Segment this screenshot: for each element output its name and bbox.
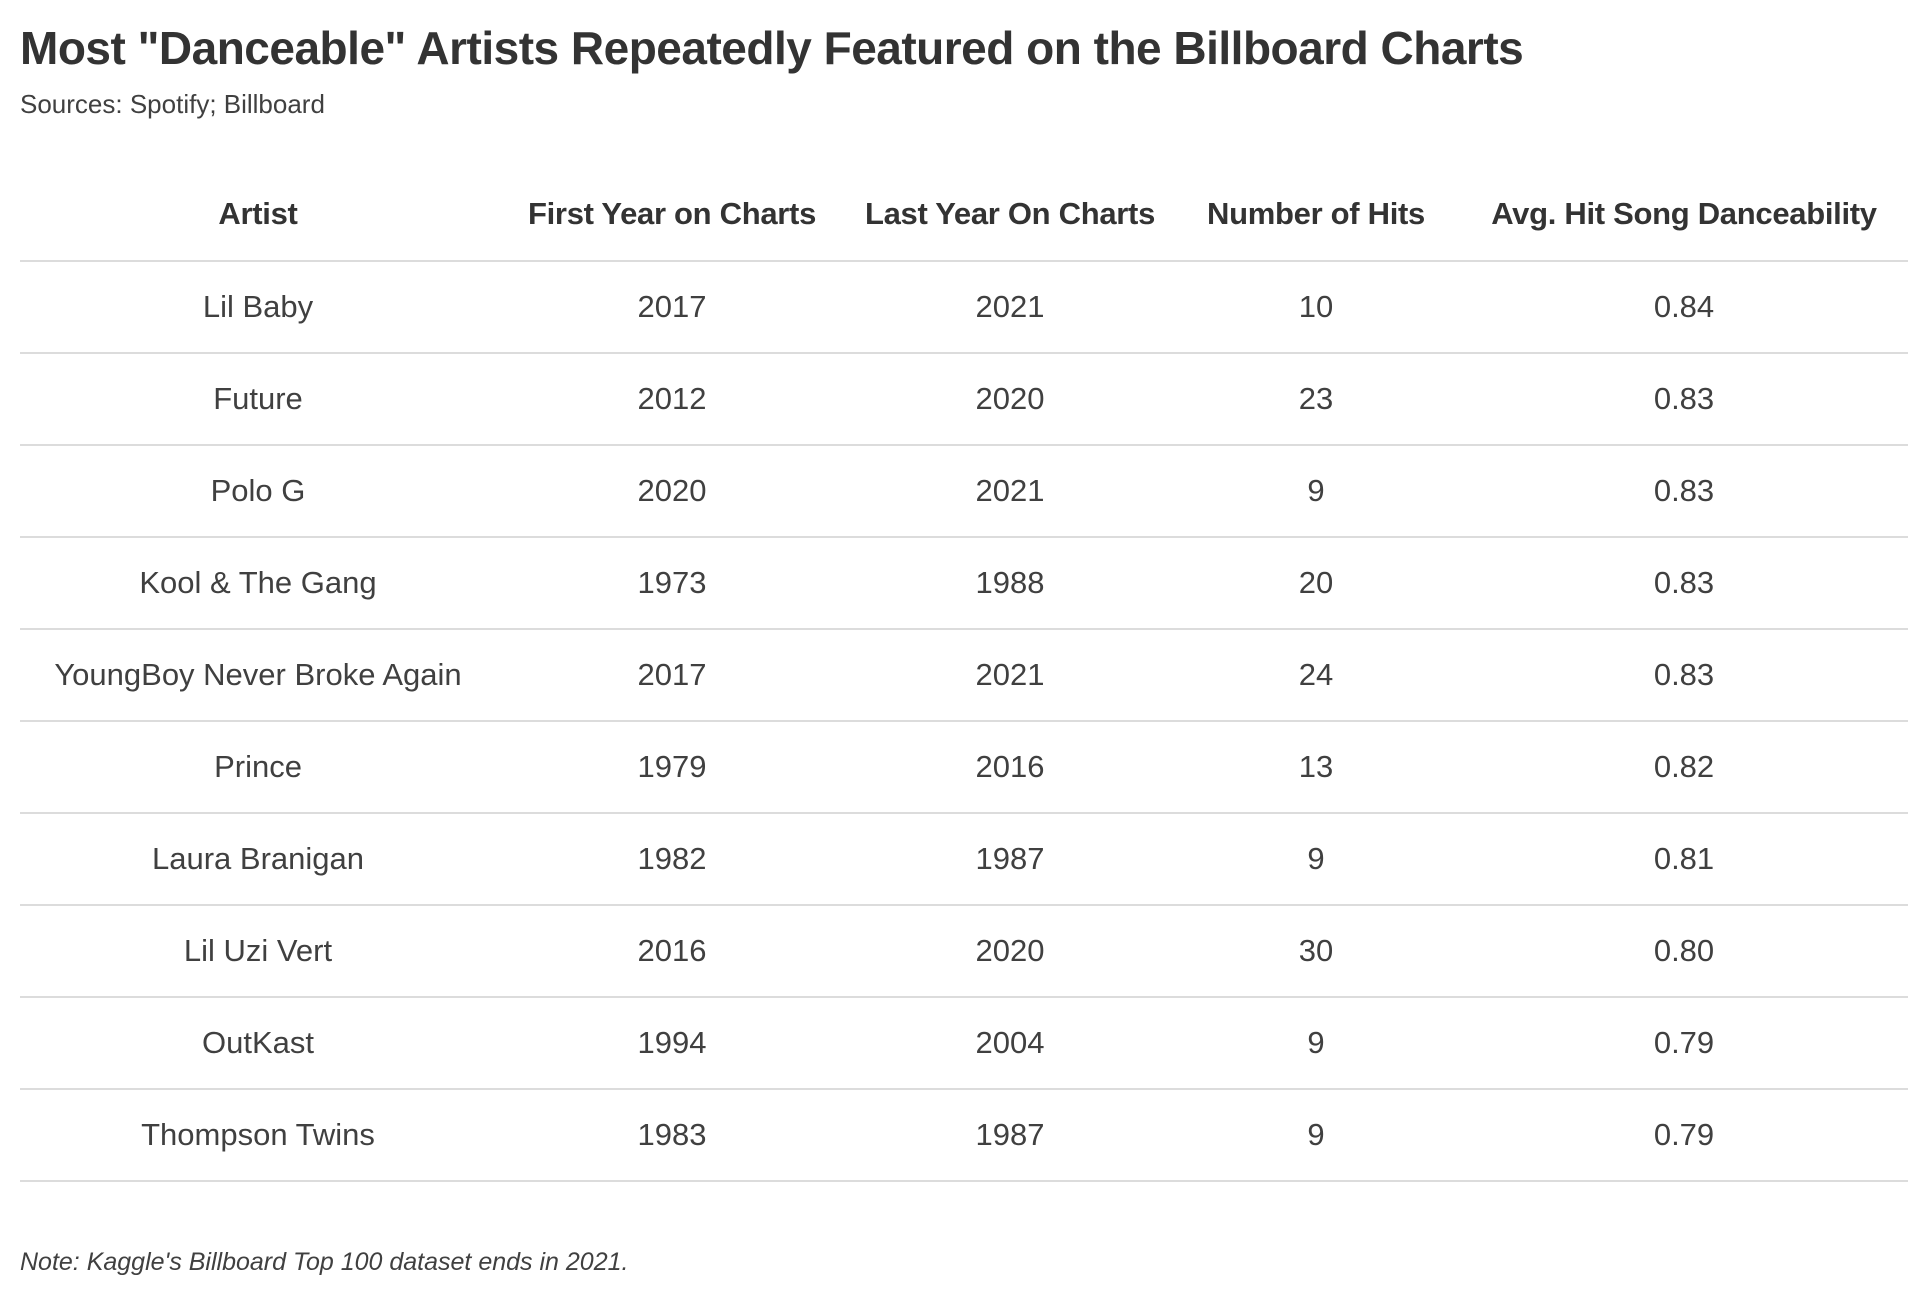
footnote: Note: Kaggle's Billboard Top 100 dataset… bbox=[20, 1247, 629, 1276]
table-header: Artist First Year on Charts Last Year On C… bbox=[20, 167, 1908, 262]
first-year-cell: 1973 bbox=[496, 536, 848, 630]
first-year-cell: 2017 bbox=[496, 260, 848, 354]
artist-cell: Future bbox=[20, 352, 496, 446]
hits-cell: 24 bbox=[1172, 628, 1460, 722]
first-year-cell: 1994 bbox=[496, 996, 848, 1090]
table-row: OutKast 1994 2004 9 0.79 bbox=[20, 996, 1908, 1090]
last-year-cell: 1988 bbox=[848, 536, 1172, 630]
sources-line: Sources: Spotify; Billboard bbox=[20, 88, 325, 119]
last-year-cell: 2004 bbox=[848, 996, 1172, 1090]
danceability-cell: 0.81 bbox=[1460, 812, 1908, 906]
column-header-first-year-cell: First Year on Charts bbox=[496, 167, 848, 262]
page: Most "Danceable" Artists Repeatedly Feat… bbox=[0, 22, 1928, 1277]
danceability-cell: 0.84 bbox=[1460, 260, 1908, 354]
danceability-cell: 0.79 bbox=[1460, 1088, 1908, 1182]
artist-cell: Polo G bbox=[20, 444, 496, 538]
column-header-danceability-cell: Avg. Hit Song Danceability bbox=[1460, 167, 1908, 262]
artist-cell: Prince bbox=[20, 720, 496, 814]
first-year-cell: 2020 bbox=[496, 444, 848, 538]
danceability-table: Artist First Year on Charts Last Year On C… bbox=[20, 167, 1908, 1182]
artist-cell: OutKast bbox=[20, 996, 496, 1090]
artist-cell: Lil Baby bbox=[20, 260, 496, 354]
table-header-row: Artist First Year on Charts Last Year On C… bbox=[20, 167, 1908, 262]
danceability-cell: 0.83 bbox=[1460, 444, 1908, 538]
hits-cell: 9 bbox=[1172, 812, 1460, 906]
hits-cell: 10 bbox=[1172, 260, 1460, 354]
last-year-cell: 1987 bbox=[848, 812, 1172, 906]
first-year-cell: 1979 bbox=[496, 720, 848, 814]
first-year-cell: 1982 bbox=[496, 812, 848, 906]
column-header-last-year-cell: Last Year On Charts bbox=[848, 167, 1172, 262]
hits-cell: 23 bbox=[1172, 352, 1460, 446]
hits-cell: 9 bbox=[1172, 444, 1460, 538]
danceability-cell: 0.79 bbox=[1460, 996, 1908, 1090]
table-row: Prince 1979 2016 13 0.82 bbox=[20, 720, 1908, 814]
table-row: Thompson Twins 1983 1987 9 0.79 bbox=[20, 1088, 1908, 1182]
table-row: Polo G 2020 2021 9 0.83 bbox=[20, 444, 1908, 538]
table-row: Laura Branigan 1982 1987 9 0.81 bbox=[20, 812, 1908, 906]
table-row: Lil Uzi Vert 2016 2020 30 0.80 bbox=[20, 904, 1908, 998]
last-year-cell: 1987 bbox=[848, 1088, 1172, 1182]
danceability-cell: 0.80 bbox=[1460, 904, 1908, 998]
hits-cell: 30 bbox=[1172, 904, 1460, 998]
last-year-cell: 2020 bbox=[848, 352, 1172, 446]
last-year-cell: 2021 bbox=[848, 260, 1172, 354]
hits-cell: 9 bbox=[1172, 996, 1460, 1090]
hits-cell: 13 bbox=[1172, 720, 1460, 814]
last-year-cell: 2021 bbox=[848, 444, 1172, 538]
first-year-cell: 2017 bbox=[496, 628, 848, 722]
table-row: Future 2012 2020 23 0.83 bbox=[20, 352, 1908, 446]
last-year-cell: 2020 bbox=[848, 904, 1172, 998]
artist-cell: Kool & The Gang bbox=[20, 536, 496, 630]
danceability-cell: 0.83 bbox=[1460, 628, 1908, 722]
table-body: Lil Baby 2017 2021 10 0.84 Future 2012 2020 23 0.… bbox=[20, 260, 1908, 1182]
last-year-cell: 2021 bbox=[848, 628, 1172, 722]
column-header-artist-cell: Artist bbox=[20, 167, 496, 262]
first-year-cell: 2012 bbox=[496, 352, 848, 446]
first-year-cell: 2016 bbox=[496, 904, 848, 998]
hits-cell: 9 bbox=[1172, 1088, 1460, 1182]
artist-cell: Laura Branigan bbox=[20, 812, 496, 906]
last-year-cell: 2016 bbox=[848, 720, 1172, 814]
table-row: YoungBoy Never Broke Again 2017 2021 24 0.83 bbox=[20, 628, 1908, 722]
table-row: Lil Baby 2017 2021 10 0.84 bbox=[20, 260, 1908, 354]
table-row: Kool & The Gang 1973 1988 20 0.83 bbox=[20, 536, 1908, 630]
danceability-cell: 0.83 bbox=[1460, 352, 1908, 446]
artist-cell: YoungBoy Never Broke Again bbox=[20, 628, 496, 722]
danceability-cell: 0.83 bbox=[1460, 536, 1908, 630]
artist-cell: Thompson Twins bbox=[20, 1088, 496, 1182]
page-title: Most "Danceable" Artists Repeatedly Feat… bbox=[20, 22, 1524, 74]
hits-cell: 20 bbox=[1172, 536, 1460, 630]
first-year-cell: 1983 bbox=[496, 1088, 848, 1182]
column-header-hits-cell: Number of Hits bbox=[1172, 167, 1460, 262]
danceability-cell: 0.82 bbox=[1460, 720, 1908, 814]
artist-cell: Lil Uzi Vert bbox=[20, 904, 496, 998]
